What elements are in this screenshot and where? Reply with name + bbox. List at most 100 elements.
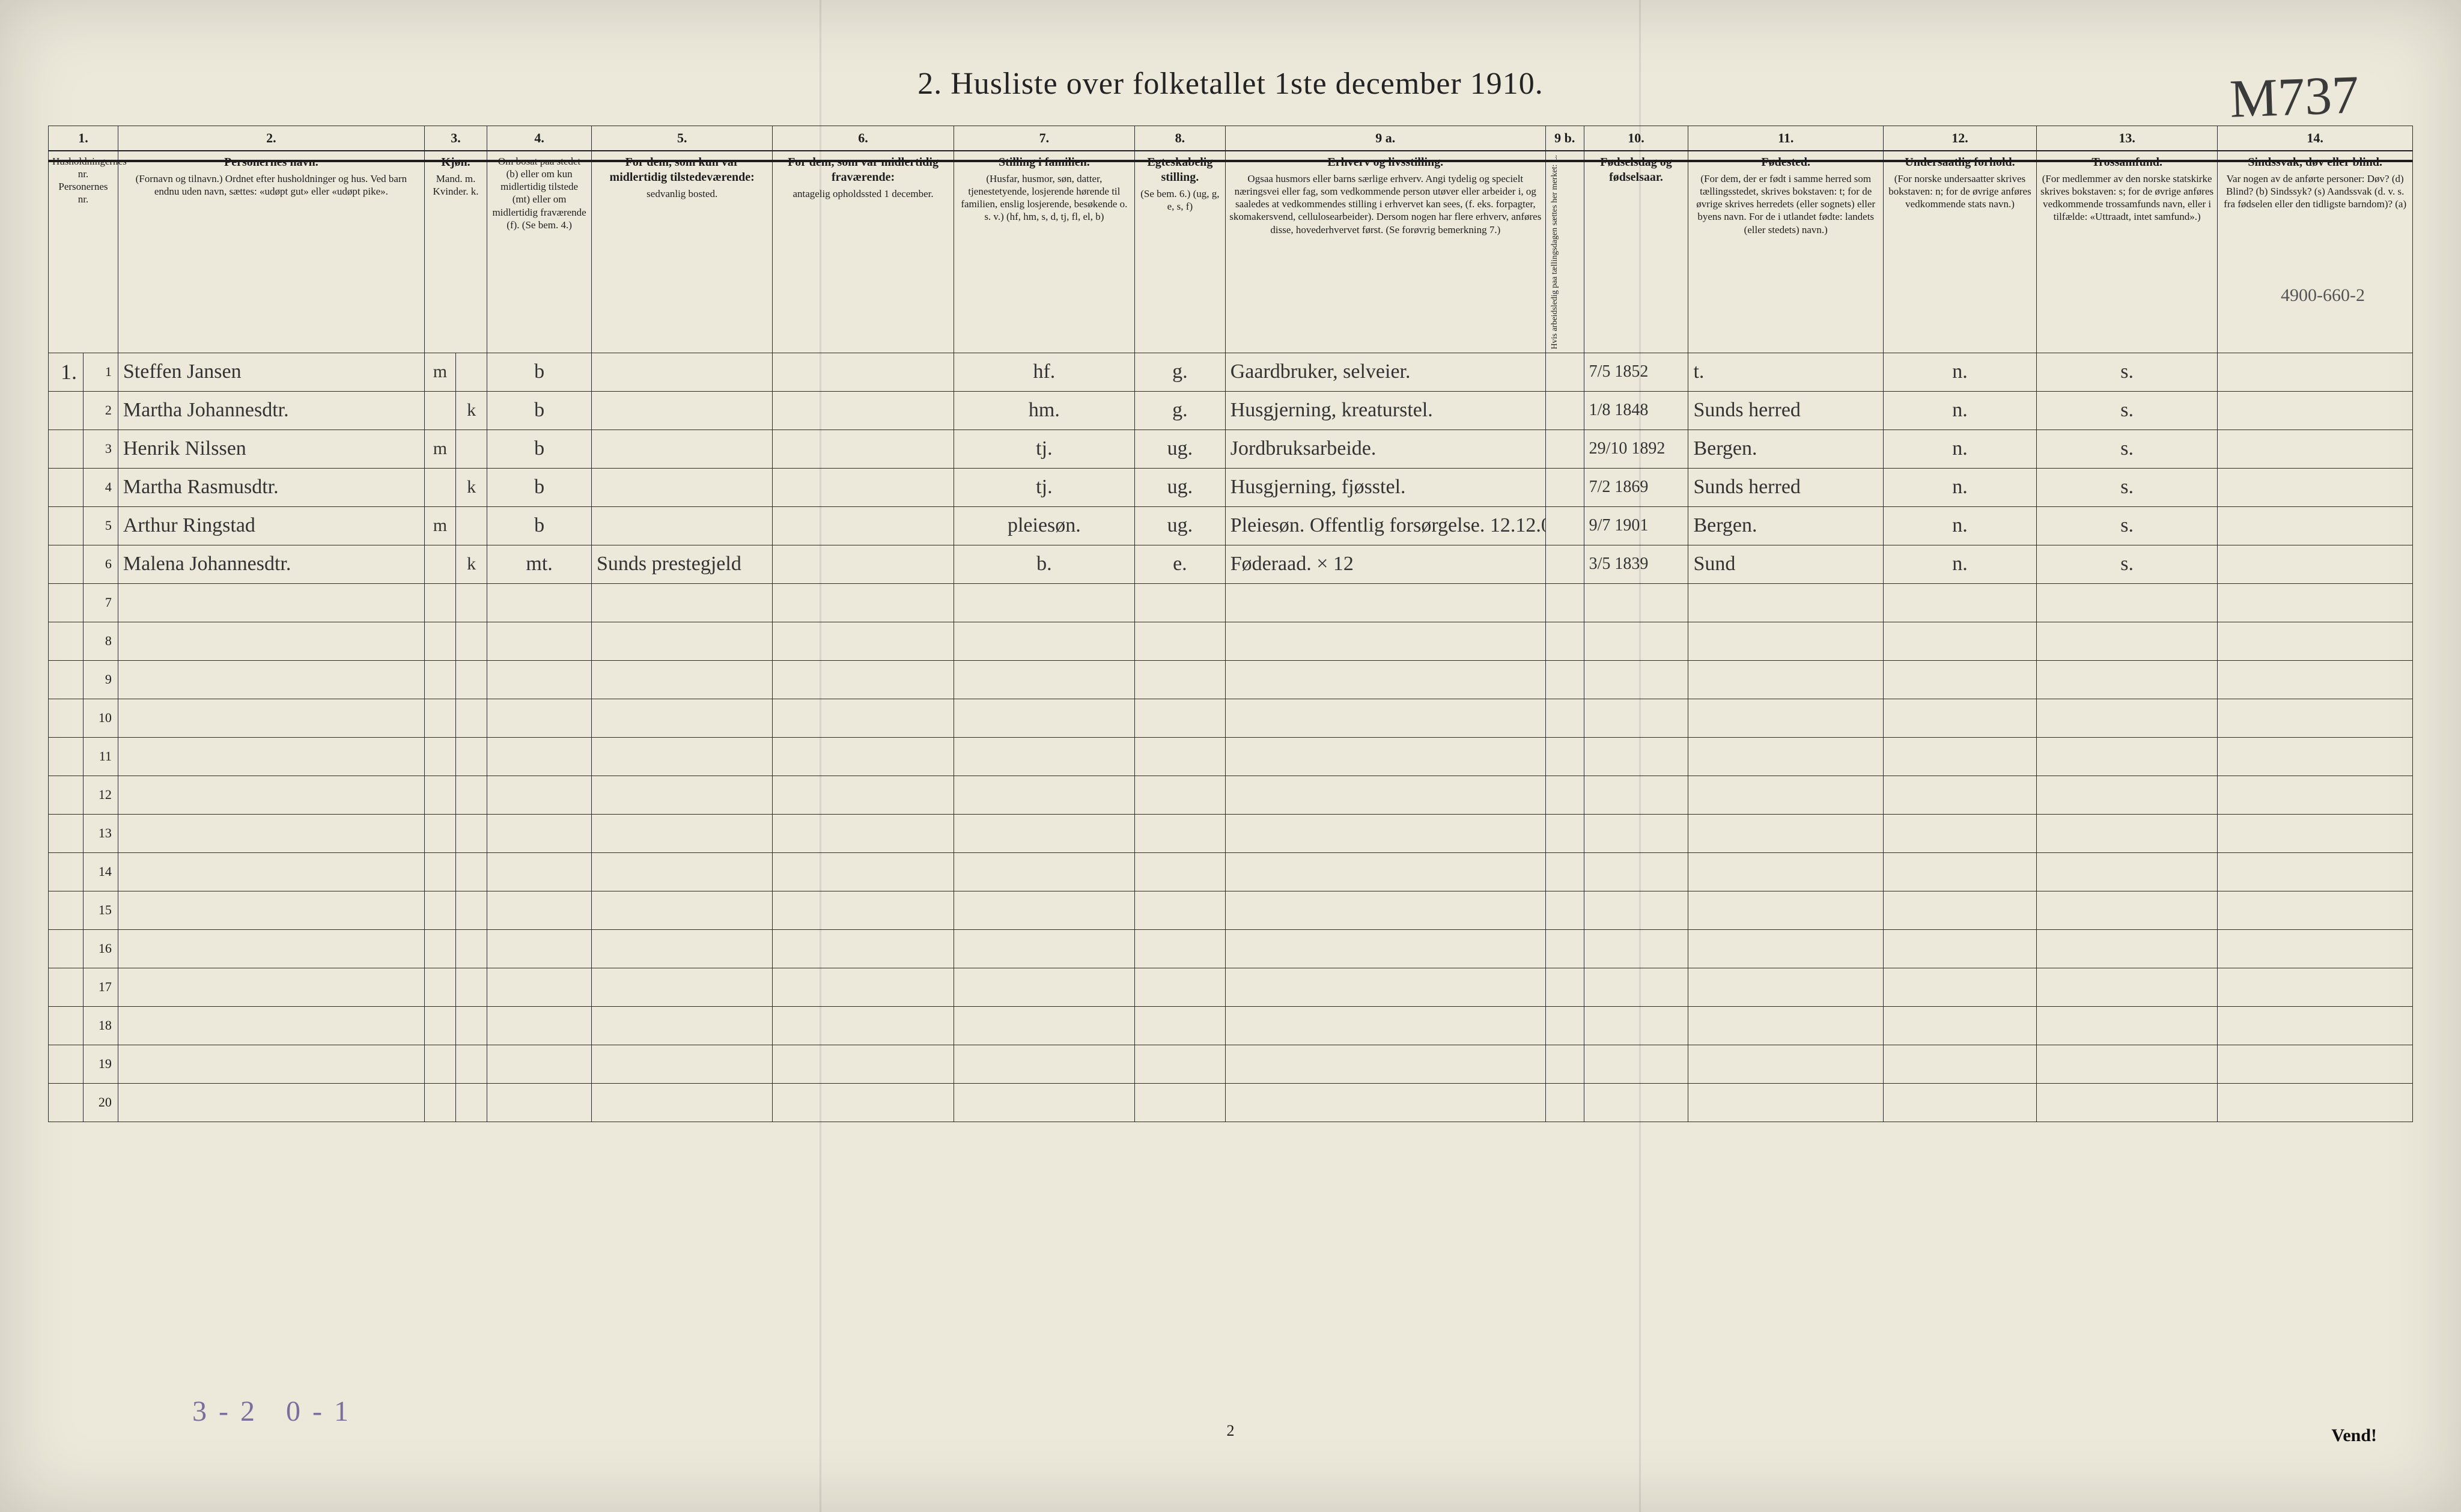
census-page: M737 2. Husliste over folketallet 1ste d… bbox=[0, 0, 2461, 1512]
table-cell bbox=[2218, 353, 2413, 391]
table-cell bbox=[1584, 699, 1688, 737]
table-cell bbox=[1584, 583, 1688, 622]
table-cell bbox=[49, 391, 84, 430]
table-cell: 7/2 1869 bbox=[1584, 468, 1688, 506]
table-cell bbox=[773, 468, 954, 506]
table-cell bbox=[1545, 660, 1584, 699]
table-cell bbox=[1883, 660, 2036, 699]
table-cell bbox=[1883, 776, 2036, 814]
table-cell bbox=[456, 353, 487, 391]
table-cell: 9/7 1901 bbox=[1584, 506, 1688, 545]
table-cell: s. bbox=[2036, 545, 2217, 583]
table-cell bbox=[954, 968, 1134, 1006]
table-cell bbox=[2218, 391, 2413, 430]
table-cell bbox=[49, 891, 84, 929]
table-cell bbox=[1883, 891, 2036, 929]
table-row: 20 bbox=[49, 1083, 2413, 1122]
table-row: 11 bbox=[49, 737, 2413, 776]
table-cell bbox=[1545, 1006, 1584, 1045]
table-cell: mt. bbox=[487, 545, 592, 583]
table-cell bbox=[456, 737, 487, 776]
table-cell bbox=[2218, 1006, 2413, 1045]
table-cell bbox=[773, 814, 954, 852]
table-cell bbox=[2036, 929, 2217, 968]
table-cell bbox=[456, 929, 487, 968]
table-cell: 15 bbox=[83, 891, 118, 929]
table-cell bbox=[49, 1083, 84, 1122]
table-cell bbox=[424, 391, 455, 430]
table-cell bbox=[1688, 852, 1884, 891]
table-cell bbox=[487, 776, 592, 814]
table-cell: Gaardbruker, selveier. bbox=[1225, 353, 1545, 391]
table-cell: 18 bbox=[83, 1006, 118, 1045]
table-cell bbox=[2218, 583, 2413, 622]
table-cell: b bbox=[487, 391, 592, 430]
table-cell bbox=[1883, 622, 2036, 660]
table-cell bbox=[2218, 1083, 2413, 1122]
table-cell: m bbox=[424, 430, 455, 468]
table-cell bbox=[49, 583, 84, 622]
table-cell bbox=[1584, 737, 1688, 776]
table-cell bbox=[456, 622, 487, 660]
table-cell: Sunds prestegjeld bbox=[592, 545, 773, 583]
table-cell: e. bbox=[1135, 545, 1226, 583]
table-cell bbox=[1225, 929, 1545, 968]
table-cell bbox=[1883, 1045, 2036, 1083]
table-cell bbox=[1225, 1006, 1545, 1045]
table-cell bbox=[487, 1006, 592, 1045]
table-row: 9 bbox=[49, 660, 2413, 699]
table-cell bbox=[424, 545, 455, 583]
table-cell: Husgjerning, fjøsstel. bbox=[1225, 468, 1545, 506]
table-cell bbox=[2218, 852, 2413, 891]
table-cell: 17 bbox=[83, 968, 118, 1006]
table-cell bbox=[118, 814, 424, 852]
table-cell bbox=[1584, 891, 1688, 929]
table-cell bbox=[1688, 1045, 1884, 1083]
table-cell bbox=[456, 699, 487, 737]
table-cell: Arthur Ringstad bbox=[118, 506, 424, 545]
fold-line bbox=[820, 0, 821, 1512]
page-number: 2 bbox=[1227, 1422, 1235, 1440]
table-cell bbox=[1545, 353, 1584, 391]
table-cell bbox=[424, 1083, 455, 1122]
table-cell bbox=[773, 968, 954, 1006]
table-row: 15 bbox=[49, 891, 2413, 929]
table-cell bbox=[1135, 1045, 1226, 1083]
table-cell bbox=[487, 699, 592, 737]
table-cell bbox=[424, 583, 455, 622]
table-cell bbox=[1545, 968, 1584, 1006]
table-cell bbox=[118, 622, 424, 660]
table-cell bbox=[773, 430, 954, 468]
table-cell bbox=[1225, 1045, 1545, 1083]
table-cell bbox=[1225, 968, 1545, 1006]
archive-mark-right: 4900-660-2 bbox=[2281, 285, 2365, 306]
table-cell bbox=[1883, 1083, 2036, 1122]
table-cell bbox=[954, 1083, 1134, 1122]
table-cell bbox=[1135, 776, 1226, 814]
table-cell bbox=[424, 929, 455, 968]
table-cell bbox=[424, 468, 455, 506]
table-cell: 1/8 1848 bbox=[1584, 391, 1688, 430]
table-cell: 16 bbox=[83, 929, 118, 968]
table-cell bbox=[592, 737, 773, 776]
table-cell bbox=[773, 583, 954, 622]
table-cell: Henrik Nilssen bbox=[118, 430, 424, 468]
table-cell: 2 bbox=[83, 391, 118, 430]
table-cell bbox=[2036, 737, 2217, 776]
table-cell bbox=[1584, 622, 1688, 660]
table-cell bbox=[2218, 506, 2413, 545]
table-row: 8 bbox=[49, 622, 2413, 660]
table-cell bbox=[592, 852, 773, 891]
table-cell bbox=[2036, 891, 2217, 929]
table-cell bbox=[424, 891, 455, 929]
table-cell bbox=[2218, 776, 2413, 814]
table-cell: t. bbox=[1688, 353, 1884, 391]
table-cell bbox=[592, 968, 773, 1006]
table-cell: 3/5 1839 bbox=[1584, 545, 1688, 583]
table-cell bbox=[773, 545, 954, 583]
table-cell bbox=[1883, 814, 2036, 852]
table-cell bbox=[2218, 891, 2413, 929]
table-cell bbox=[487, 1045, 592, 1083]
table-cell: k bbox=[456, 468, 487, 506]
table-cell bbox=[424, 968, 455, 1006]
